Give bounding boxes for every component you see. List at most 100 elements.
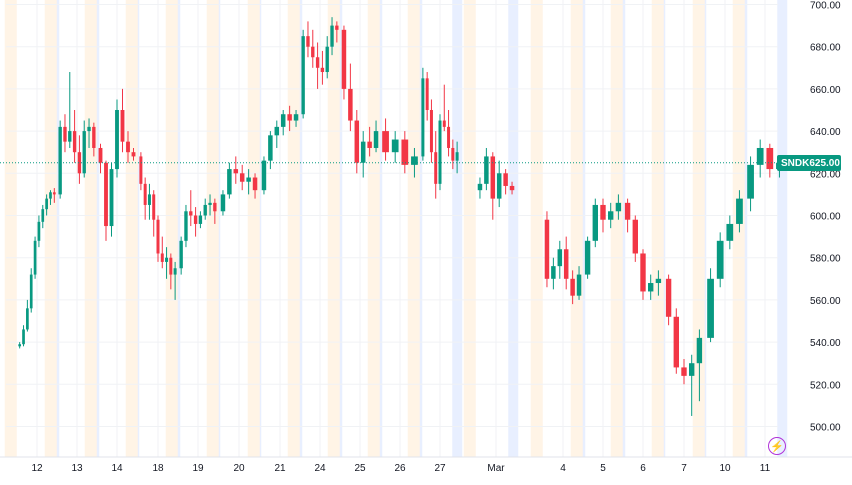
last-price-tag: SNDK 625.00 (777, 155, 841, 171)
candle-body (421, 78, 425, 157)
candle-body (315, 57, 320, 68)
candle-body (87, 126, 91, 132)
candle-body (401, 139, 409, 165)
candle-body (335, 25, 339, 30)
candle-body (330, 25, 334, 47)
candle-body (18, 344, 22, 347)
premarket-band (367, 0, 380, 457)
candle-body (391, 139, 399, 153)
symbol-label: SNDK (781, 157, 810, 169)
candle-body (425, 78, 429, 110)
candle-body (160, 253, 164, 262)
candle-body (382, 131, 389, 153)
premarket-band (165, 0, 178, 457)
candle-body (29, 274, 33, 309)
premarket-band (125, 0, 138, 457)
candle-body (411, 156, 418, 165)
extended-hours-bands (4, 0, 788, 457)
premarket-band (44, 0, 57, 457)
premarket-band (463, 0, 476, 457)
candle-body (41, 209, 45, 222)
candle-body (442, 120, 446, 127)
x-axis: 12 13 14 18 19 20 21 24 25 26 27 Mar 4 5 6 7 10 11 (0, 456, 852, 474)
candle-body (726, 223, 734, 241)
candle-body (354, 120, 360, 163)
premarket-band (610, 0, 623, 457)
candle-body (213, 202, 217, 212)
candle-body (52, 192, 56, 195)
y-tick-label: 500.00 (810, 423, 841, 434)
candle-body (184, 211, 188, 241)
candle-body (98, 147, 103, 163)
candle-body (665, 278, 672, 317)
candle-body (496, 173, 502, 199)
last-price-value: 625.00 (809, 157, 840, 169)
candle-body (109, 169, 114, 227)
afterhours-band (508, 0, 519, 457)
candle-body (246, 177, 251, 182)
candle-body (490, 156, 496, 199)
x-tick-label: 26 (394, 463, 406, 474)
candle-body (544, 219, 550, 279)
candle-body (373, 131, 379, 148)
x-tick-label: 24 (314, 463, 326, 474)
y-axis: 700.00 680.00 660.00 640.00 620.00 600.00 580.… (810, 1, 841, 434)
x-tick-label: 6 (640, 463, 646, 474)
x-tick-label: 27 (434, 463, 446, 474)
candle-body (438, 120, 442, 184)
y-tick-label: 700.00 (810, 1, 841, 12)
candle-body (220, 194, 226, 212)
candle-body (233, 169, 239, 174)
lightning-bolt-icon[interactable]: ⚡ (768, 437, 786, 455)
grid-lines (6, 0, 778, 457)
candle-body (131, 152, 136, 157)
candle-body (360, 141, 366, 163)
candle-body (447, 126, 451, 148)
candle-body (208, 202, 212, 205)
candle-body (126, 141, 130, 153)
candle-body (509, 185, 515, 191)
candle-body (570, 278, 575, 296)
x-tick-label: 20 (233, 463, 245, 474)
premarket-band (530, 0, 543, 457)
candle-body (736, 198, 743, 224)
candle-body (348, 88, 353, 121)
x-tick-label: 13 (71, 463, 83, 474)
candle-body (287, 114, 292, 121)
candle-body (165, 257, 169, 262)
y-tick-label: 580.00 (810, 254, 841, 265)
y-tick-label: 600.00 (810, 212, 841, 223)
candle-body (193, 215, 198, 224)
candle-body (696, 337, 703, 364)
y-tick-label: 680.00 (810, 43, 841, 54)
candle-body (293, 114, 299, 121)
candle-body (45, 198, 48, 210)
candle-body (68, 131, 72, 142)
y-tick-label: 660.00 (810, 85, 841, 96)
candle-body (707, 278, 714, 338)
candle-body (311, 46, 315, 58)
candle-body (477, 183, 483, 191)
candle-body (557, 249, 563, 267)
x-tick-label: 25 (354, 463, 366, 474)
y-tick-label: 640.00 (810, 127, 841, 138)
candle-body (563, 249, 569, 279)
x-tick-label: 14 (111, 463, 123, 474)
candle-body (22, 329, 25, 345)
candle-body (179, 240, 183, 269)
y-tick-label: 520.00 (810, 380, 841, 391)
candle-body (640, 253, 646, 292)
candle-body (274, 126, 280, 136)
x-tick-label: 5 (600, 463, 606, 474)
premarket-band (692, 0, 705, 457)
premarket-band (651, 0, 664, 457)
candle-body (261, 160, 267, 191)
candle-body (681, 367, 687, 376)
x-tick-label: 11 (760, 463, 771, 474)
afterhours-band (452, 0, 463, 457)
candle-body (82, 131, 86, 174)
candle-body (320, 67, 325, 73)
candle-body (156, 219, 160, 254)
candle-body (367, 141, 372, 148)
